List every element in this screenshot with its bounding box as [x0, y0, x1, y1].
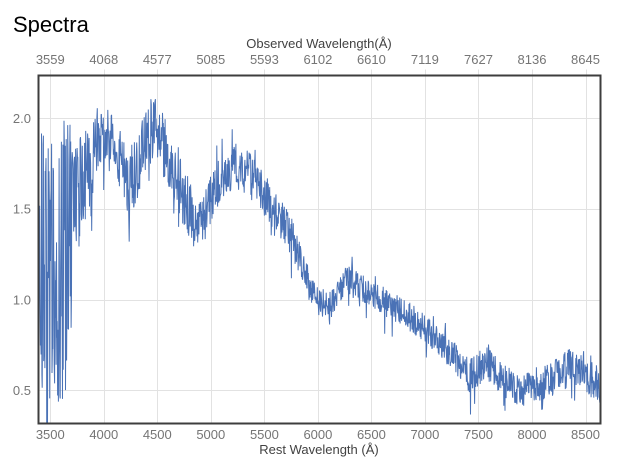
x2-tick-label: 6610	[357, 52, 386, 67]
top-axis-title: Observed Wavelength(Å)	[246, 36, 392, 51]
x-tick-label: 8500	[571, 427, 600, 442]
x2-tick-label: 3559	[36, 52, 65, 67]
x2-tick-label: 8645	[571, 52, 600, 67]
x-tick-label: 6500	[357, 427, 386, 442]
x-tick-label: 4500	[143, 427, 172, 442]
x-tick-label: 5500	[250, 427, 279, 442]
plot-frame	[37, 74, 602, 425]
x-tick-label: 6000	[303, 427, 332, 442]
x-tick-label: 3500	[36, 427, 65, 442]
x-tick-label: 7000	[410, 427, 439, 442]
bottom-axis-title: Rest Wavelength (Å)	[259, 442, 379, 457]
x-tick-label: 5000	[196, 427, 225, 442]
x2-tick-label: 7627	[464, 52, 493, 67]
x2-tick-label: 7119	[411, 52, 439, 67]
y-tick-label: 1.5	[13, 202, 31, 217]
y-tick-label: 1.0	[13, 292, 31, 307]
x2-tick-label: 4068	[89, 52, 118, 67]
y-tick-label: 0.5	[13, 383, 31, 398]
x-tick-label: 4000	[89, 427, 118, 442]
x2-tick-label: 5085	[196, 52, 225, 67]
x-tick-label: 8000	[518, 427, 547, 442]
x-tick-label: 7500	[464, 427, 493, 442]
x2-tick-label: 6102	[303, 52, 332, 67]
x2-tick-label: 8136	[518, 52, 547, 67]
y-tick-label: 2.0	[13, 111, 31, 126]
x2-tick-label: 4577	[143, 52, 172, 67]
chart-title: Spectra	[13, 12, 89, 37]
tick-labels: 3500 3559 4000 4068 4500 4577 5000 5085 5500 5593…	[13, 52, 600, 442]
spectrum-line	[38, 99, 601, 423]
x2-tick-label: 5593	[250, 52, 279, 67]
gridlines	[38, 69, 601, 424]
